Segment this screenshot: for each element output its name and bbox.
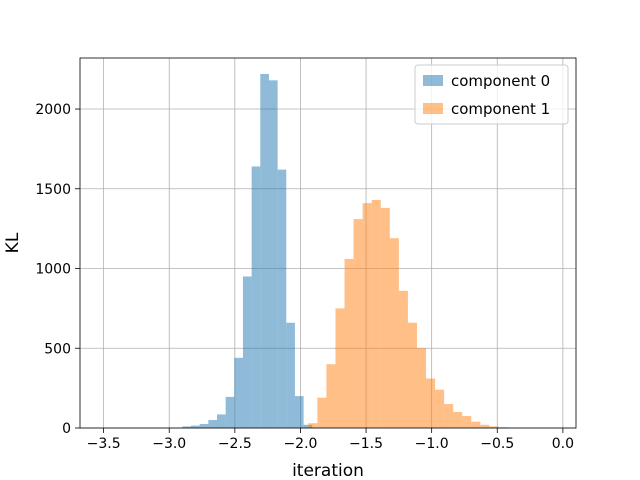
histogram-bar	[462, 416, 472, 428]
legend-label-component-1: component 1	[451, 100, 550, 118]
histogram-bar	[294, 396, 304, 428]
x-tick-label: 0.0	[552, 436, 574, 452]
histogram-bar	[277, 169, 287, 428]
histogram-bar	[199, 424, 209, 428]
histogram-bar	[489, 426, 499, 428]
histogram-bar	[208, 420, 217, 428]
histogram-bar	[453, 412, 463, 428]
legend-box	[414, 64, 569, 125]
legend-swatch-component-0	[423, 75, 443, 86]
x-tick-label: −2.5	[218, 436, 252, 452]
x-tick-label: −3.0	[152, 436, 186, 452]
y-axis-label: KL	[3, 232, 23, 253]
x-tick-label: −2.0	[283, 436, 317, 452]
legend-label-component-0: component 0	[451, 72, 550, 90]
histogram-bar	[344, 258, 354, 428]
y-tick-label: 500	[44, 341, 71, 357]
legend: component 0 component 1	[414, 64, 569, 125]
series-component-0	[182, 73, 313, 429]
y-tick-label: 1000	[35, 262, 71, 278]
series-component-1	[308, 199, 517, 428]
histogram-bar	[335, 308, 345, 428]
x-tick-label: −0.5	[480, 436, 514, 452]
histogram-bar	[317, 397, 327, 428]
histogram-bar	[242, 276, 252, 428]
histogram-bar	[286, 322, 295, 428]
histogram-bar	[426, 378, 436, 428]
x-tick-label: −1.0	[415, 436, 449, 452]
histogram-bar	[407, 322, 417, 428]
x-axis-ticks: −3.5 −3.0 −2.5 −2.0 −1.5 −1.0 −0.5 0.0	[87, 428, 574, 452]
histogram-bar	[480, 424, 490, 428]
histogram-bars	[182, 73, 517, 429]
histogram-bar	[234, 357, 243, 428]
histogram-bar	[303, 424, 313, 428]
histogram-bar	[182, 426, 192, 428]
histogram-bar	[260, 73, 269, 428]
histogram-bar	[353, 219, 363, 428]
histogram-bar	[389, 238, 399, 428]
y-tick-label: 2000	[35, 102, 71, 118]
histogram-bar	[308, 423, 318, 428]
histogram-bar	[191, 425, 200, 428]
histogram-bar	[268, 80, 278, 429]
histogram-bar	[444, 404, 454, 428]
histogram-bar	[225, 396, 235, 428]
histogram-bar	[380, 207, 390, 428]
histogram-bar	[398, 290, 408, 428]
x-axis-label: iteration	[292, 461, 364, 480]
histogram-bar	[362, 203, 372, 428]
x-tick-label: −1.5	[349, 436, 383, 452]
legend-swatch-component-1	[423, 103, 443, 114]
histogram-bar	[471, 421, 481, 428]
histogram-bar	[416, 348, 427, 428]
y-tick-label: 1500	[35, 182, 71, 198]
y-axis-ticks: 0 500 1000 1500 2000	[35, 102, 80, 437]
histogram-bar	[435, 389, 445, 428]
axes-frame	[79, 57, 577, 429]
x-tick-label: −3.5	[87, 436, 121, 452]
y-tick-label: 0	[62, 421, 71, 437]
histogram-bar	[371, 199, 381, 428]
histogram-bar	[251, 166, 261, 428]
histogram-bar	[326, 364, 336, 428]
histogram-bar	[216, 414, 226, 428]
